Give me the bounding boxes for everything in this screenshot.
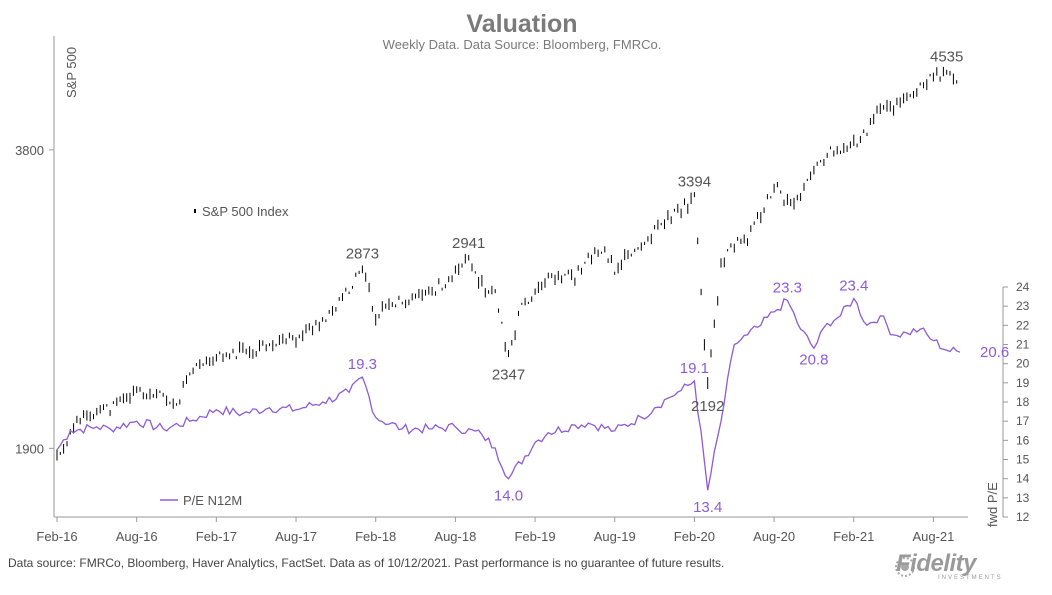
x-axis-ticks: Feb-16 Aug-16 Feb-17 Aug-17 Feb-18 Aug-18 Feb-… — [36, 517, 954, 544]
data-label: 19.1 — [680, 360, 709, 377]
x-tick-label: Aug-21 — [912, 529, 954, 544]
data-label: 23.4 — [839, 278, 868, 295]
right-tick-label: 24 — [1016, 280, 1030, 294]
x-tick-label: Aug-19 — [594, 529, 636, 544]
left-tick-label: 1900 — [15, 441, 44, 456]
right-axis-title: fwd P/E — [985, 482, 1000, 527]
data-label: 3394 — [678, 174, 711, 191]
right-axis-ticks: 12 13 14 15 16 17 18 19 20 21 22 23 24 — [1003, 280, 1030, 524]
right-tick-label: 21 — [1016, 338, 1030, 352]
right-tick-label: 18 — [1016, 395, 1030, 409]
data-label: 20.8 — [799, 351, 828, 368]
x-tick-label: Feb-17 — [196, 529, 237, 544]
data-label: 2347 — [492, 366, 525, 383]
right-tick-label: 20 — [1016, 357, 1030, 371]
right-tick-label: 23 — [1016, 299, 1030, 313]
data-label: 20.6 — [980, 344, 1009, 361]
chart-title: Valuation — [466, 10, 577, 38]
data-label: 2192 — [691, 398, 724, 415]
data-label: 13.4 — [693, 499, 722, 516]
data-label: 2941 — [452, 235, 485, 252]
right-tick-label: 12 — [1016, 510, 1030, 524]
x-tick-label: Aug-18 — [434, 529, 476, 544]
data-label: 23.3 — [773, 279, 802, 296]
right-tick-label: 14 — [1016, 472, 1030, 486]
right-tick-label: 16 — [1016, 433, 1030, 447]
series-pe-line — [56, 297, 961, 491]
legend: S&P 500 Index P/E N12M — [160, 204, 289, 508]
legend-label-sp500: S&P 500 Index — [202, 204, 289, 219]
series-sp500-bars — [56, 66, 958, 461]
left-tick-label: 3800 — [15, 143, 44, 158]
data-annotations: 4535 3394 2873 2941 2347 2192 19.3 14.0 19.1 13.4… — [346, 49, 1009, 517]
right-tick-label: 17 — [1016, 414, 1030, 428]
valuation-chart: Valuation Weekly Data. Data Source: Bloo… — [15, 10, 1030, 544]
fidelity-logo-mark — [895, 557, 915, 577]
data-label: 14.0 — [494, 488, 523, 505]
x-tick-label: Aug-20 — [753, 529, 795, 544]
pe-line — [56, 297, 961, 491]
brand-logo-text: Fidelity — [896, 550, 977, 577]
right-tick-label: 22 — [1016, 318, 1030, 332]
source-footnote: Data source: FMRCo, Bloomberg, Haver Ana… — [8, 556, 725, 570]
chart-subtitle: Weekly Data. Data Source: Bloomberg, FMR… — [383, 37, 662, 52]
x-tick-label: Feb-21 — [833, 529, 874, 544]
right-tick-label: 19 — [1016, 376, 1030, 390]
x-tick-label: Feb-19 — [514, 529, 555, 544]
brand-tagline: INVESTMENTS — [938, 575, 1003, 581]
x-tick-label: Feb-16 — [36, 529, 77, 544]
data-label: 2873 — [346, 245, 379, 262]
x-tick-label: Feb-20 — [674, 529, 715, 544]
data-label: 4535 — [930, 49, 963, 66]
x-tick-label: Feb-18 — [355, 529, 396, 544]
x-tick-label: Aug-16 — [116, 529, 158, 544]
left-axis-ticks: 1900 3800 — [15, 143, 54, 456]
legend-label-pe: P/E N12M — [183, 493, 242, 508]
x-tick-label: Aug-17 — [275, 529, 317, 544]
left-axis-title: S&P 500 — [64, 47, 79, 98]
right-tick-label: 13 — [1016, 491, 1030, 505]
data-label: 19.3 — [348, 356, 377, 373]
right-tick-label: 15 — [1016, 453, 1030, 467]
